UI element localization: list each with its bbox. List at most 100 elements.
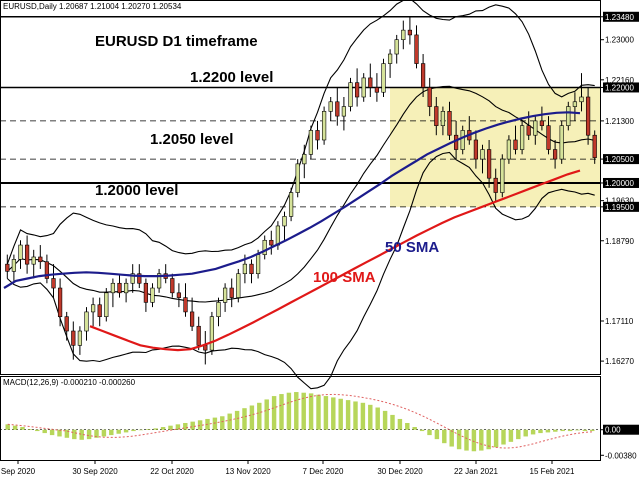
macd-bar — [264, 399, 269, 430]
macd-bar — [123, 429, 129, 433]
candle-body — [222, 287, 228, 303]
macd-bar — [57, 429, 62, 437]
candle-body — [486, 149, 492, 179]
candle-body — [335, 101, 340, 117]
macd-bar — [590, 429, 595, 432]
macd-bar — [249, 405, 255, 430]
price-badge — [603, 154, 639, 165]
candle-body — [38, 256, 43, 263]
candle-body — [170, 278, 175, 294]
macd-bar — [101, 429, 107, 437]
candle-body — [183, 297, 188, 313]
annotation-50-sma: 50 SMA — [385, 239, 439, 256]
price-badge-label: 1.23480 — [605, 13, 634, 22]
price-badge — [603, 201, 639, 212]
candle-body — [143, 282, 149, 303]
macd-bar — [175, 424, 181, 430]
candle-body — [480, 149, 485, 160]
macd-bar — [183, 422, 188, 430]
macd-bar — [220, 416, 225, 430]
annotation-100-sma: 100 SMA — [313, 269, 376, 286]
macd-bar — [419, 429, 425, 432]
macd-bar — [271, 396, 277, 430]
macd-bar — [538, 429, 543, 434]
candle-body — [592, 134, 597, 158]
candle-body — [262, 239, 267, 255]
macd-bar — [530, 429, 536, 435]
macd-bar — [64, 429, 70, 438]
macd-bar — [516, 429, 521, 440]
macd-bar — [242, 408, 247, 430]
y-tick-label: 1.23000 — [605, 36, 634, 45]
macd-bar — [427, 429, 432, 436]
candle-body — [31, 256, 36, 265]
candle-body — [533, 120, 538, 136]
candle-body — [453, 134, 459, 150]
macd-bar — [582, 429, 588, 432]
macd-bar — [493, 429, 499, 448]
bollinger-lower — [6, 151, 595, 390]
macd-bar — [27, 429, 33, 430]
candle-body — [282, 216, 287, 227]
candle-body — [269, 239, 274, 246]
macd-bar — [331, 397, 336, 430]
candle-body — [255, 254, 261, 275]
macd-bar — [338, 398, 343, 430]
candle-body — [123, 282, 129, 294]
y-tick-label: 1.19630 — [605, 197, 634, 206]
candle-body — [97, 304, 102, 317]
candle-body — [500, 158, 505, 193]
macd-bar — [545, 429, 551, 433]
macd-bar — [301, 392, 306, 430]
candle-body — [64, 316, 69, 332]
macd-bar — [575, 429, 580, 431]
price-badge-label: 1.20000 — [605, 179, 634, 188]
macd-bar — [49, 429, 55, 436]
candle-body — [275, 225, 281, 246]
macd-bar — [486, 429, 491, 450]
macd-bar — [553, 429, 558, 432]
macd-bar — [501, 429, 506, 445]
candle-body — [539, 120, 545, 126]
candle-body — [196, 325, 201, 346]
candle-body — [585, 96, 591, 136]
candle-body — [447, 111, 452, 136]
macd-bar — [116, 429, 121, 434]
macd-bar — [323, 396, 329, 430]
x-tick-label: Sep 2020 — [1, 467, 36, 476]
candle-body — [526, 125, 531, 136]
candle-body — [315, 130, 320, 141]
macd-bar — [294, 392, 299, 430]
candle-body — [5, 263, 10, 272]
candle-body — [295, 163, 300, 193]
candle-body — [381, 63, 386, 93]
candle-body — [321, 111, 327, 141]
macd-bar — [79, 429, 84, 440]
candle-body — [84, 311, 89, 332]
macd-bar — [456, 429, 462, 450]
macd-bar — [353, 401, 358, 430]
candle-body — [130, 273, 135, 284]
price-badge — [603, 82, 639, 93]
candle-body — [354, 82, 360, 98]
candle-body — [361, 77, 366, 98]
price-badge-label: 1.19500 — [605, 203, 634, 212]
sma-50-line — [3, 111, 581, 289]
macd-bar — [94, 429, 99, 438]
macd-bar — [212, 417, 218, 430]
macd-bar — [190, 421, 195, 430]
macd-zero-badge — [603, 424, 639, 435]
candle-body — [513, 139, 518, 150]
candle-body — [302, 154, 307, 165]
macd-bar — [308, 393, 314, 430]
candle-body — [394, 39, 399, 55]
macd-bar — [35, 429, 40, 432]
candle-body — [176, 292, 182, 298]
macd-bar — [168, 425, 173, 430]
candle-body — [90, 304, 96, 313]
macd-bar — [479, 429, 484, 451]
price-badge-label: 1.20500 — [605, 155, 634, 164]
price-badge-label: 1.22000 — [605, 83, 634, 92]
x-tick-label: 22 Oct 2020 — [150, 467, 194, 476]
